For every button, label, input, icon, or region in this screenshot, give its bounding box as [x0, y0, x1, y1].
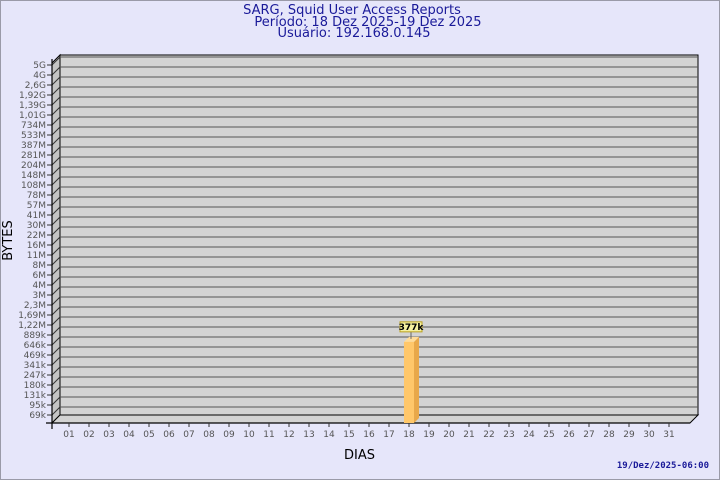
- y-tick-label: 131k: [24, 391, 47, 401]
- x-tick-label: 12: [283, 430, 294, 440]
- x-tick-label: 25: [543, 430, 554, 440]
- y-tick-label: 341k: [24, 361, 47, 371]
- y-tick-label: 148M: [21, 171, 46, 181]
- y-tick-label: 3M: [33, 291, 47, 301]
- x-tick-label: 14: [323, 430, 335, 440]
- y-tick-label: 1,22M: [18, 321, 46, 331]
- x-tick-label: 22: [483, 430, 494, 440]
- y-tick-label: 204M: [21, 161, 46, 171]
- x-tick-label: 10: [243, 430, 255, 440]
- y-tick-label: 41M: [27, 211, 46, 221]
- y-tick-label: 387M: [21, 141, 46, 151]
- y-tick-label: 22M: [27, 231, 46, 241]
- x-tick-label: 19: [423, 430, 435, 440]
- y-tick-label: 533M: [21, 131, 46, 141]
- y-tick-label: 2,6G: [25, 81, 46, 91]
- x-tick-label: 26: [563, 430, 575, 440]
- x-tick-label: 31: [663, 430, 674, 440]
- y-tick-label: 16M: [27, 241, 46, 251]
- y-tick-label: 30M: [27, 221, 46, 231]
- y-tick-label: 108M: [21, 181, 46, 191]
- x-tick-label: 13: [303, 430, 314, 440]
- x-tick-label: 30: [643, 430, 655, 440]
- y-tick-label: 646k: [24, 341, 47, 351]
- y-tick-label: 5G: [33, 61, 46, 71]
- footer-timestamp: 19/Dez/2025-06:00: [616, 461, 709, 471]
- y-tick-label: 469k: [24, 351, 47, 361]
- x-tick-label: 21: [463, 430, 474, 440]
- x-tick-label: 06: [163, 430, 175, 440]
- y-tick-label: 8M: [33, 261, 47, 271]
- y-tick-label: 1,92G: [19, 91, 46, 101]
- y-tick-label: 889k: [24, 331, 47, 341]
- x-tick-label: 27: [583, 430, 594, 440]
- back-wall: [59, 54, 699, 416]
- x-tick-label: 04: [123, 430, 135, 440]
- x-tick-label: 17: [383, 430, 394, 440]
- data-label: 377k: [399, 323, 425, 333]
- x-tick-label: 03: [103, 430, 114, 440]
- x-tick-label: 24: [523, 430, 535, 440]
- bar-top: [404, 336, 419, 342]
- chart-title: SARG, Squid User Access Reports: [243, 3, 461, 18]
- data-label-box: [399, 321, 423, 333]
- y-tick-label: 1,01G: [19, 111, 46, 121]
- bar: [404, 341, 414, 423]
- y-tick-label: 180k: [24, 381, 47, 391]
- x-tick-label: 01: [63, 430, 74, 440]
- y-tick-label: 57M: [27, 201, 46, 211]
- y-tick-label: 734M: [21, 121, 46, 131]
- y-tick-label: 4G: [33, 71, 46, 81]
- x-tick-label: 08: [203, 430, 215, 440]
- x-tick-label: 20: [443, 430, 455, 440]
- x-tick-label: 16: [363, 430, 375, 440]
- y-tick-label: 11M: [27, 251, 46, 261]
- y-tick-label: 95k: [29, 401, 46, 411]
- x-tick-label: 07: [183, 430, 194, 440]
- y-tick-label: 2,3M: [24, 301, 46, 311]
- chart-period: Período: 18 Dez 2025-19 Dez 2025: [254, 15, 482, 30]
- x-tick-label: 11: [263, 430, 274, 440]
- x-tick-label: 09: [223, 430, 235, 440]
- x-axis-label: DIAS: [344, 448, 375, 463]
- y-tick-label: 4M: [33, 281, 47, 291]
- y-tick-label: 78M: [27, 191, 46, 201]
- x-tick-label: 05: [143, 430, 154, 440]
- x-tick-label: 29: [623, 430, 635, 440]
- x-tick-label: 28: [603, 430, 615, 440]
- y-tick-label: 1,39G: [19, 101, 46, 111]
- x-tick-label: 15: [343, 430, 354, 440]
- x-tick-label: 02: [83, 430, 94, 440]
- bar-side: [414, 336, 419, 423]
- x-tick-label: 18: [403, 430, 415, 440]
- chart-user: Usuário: 192.168.0.145: [277, 26, 431, 41]
- x-tick-label: 23: [503, 430, 514, 440]
- y-tick-label: 1,69M: [18, 311, 46, 321]
- y-tick-label: 281M: [21, 151, 46, 161]
- floor: [50, 414, 700, 424]
- y-tick-label: 6M: [33, 271, 47, 281]
- y-tick-label: 247k: [24, 371, 47, 381]
- y-tick-label: 69k: [29, 411, 46, 421]
